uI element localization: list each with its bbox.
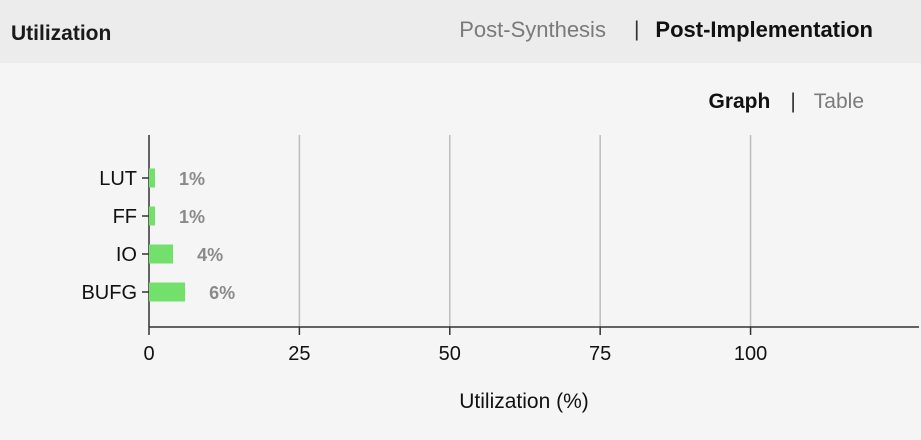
panel-header: Utilization Post-Synthesis | Post-Implem… (0, 0, 921, 63)
data-label-bufg: 6% (209, 283, 235, 303)
panel-title: Utilization (11, 22, 112, 45)
bar-ff (149, 206, 156, 226)
tab-graph[interactable]: Graph (708, 90, 771, 113)
x-tick-label-50: 50 (439, 343, 461, 365)
view-tabs: Graph | Table (708, 90, 864, 114)
data-label-io: 4% (197, 245, 223, 265)
bar-lut (149, 168, 156, 188)
category-label-lut: LUT (99, 168, 137, 190)
tab-separator: | (633, 18, 640, 41)
stage-tabs: Post-Synthesis | Post-Implementation (459, 17, 873, 43)
x-tick-label-100: 100 (734, 343, 767, 365)
x-tick-label-0: 0 (143, 343, 154, 365)
tab-post-synthesis[interactable]: Post-Synthesis (459, 17, 606, 42)
x-axis-title: Utilization (%) (459, 390, 589, 413)
view-tab-separator: | (790, 90, 796, 113)
tab-post-implementation[interactable]: Post-Implementation (655, 17, 873, 42)
x-tick-label-25: 25 (288, 343, 310, 365)
tab-table[interactable]: Table (813, 90, 864, 113)
x-tick-label-75: 75 (589, 343, 611, 365)
bar-io (149, 244, 174, 264)
data-label-ff: 1% (179, 207, 205, 227)
data-label-lut: 1% (179, 169, 205, 189)
category-label-bufg: BUFG (81, 282, 137, 304)
category-label-ff: FF (113, 206, 137, 228)
bar-bufg (149, 282, 186, 302)
category-label-io: IO (116, 244, 137, 266)
